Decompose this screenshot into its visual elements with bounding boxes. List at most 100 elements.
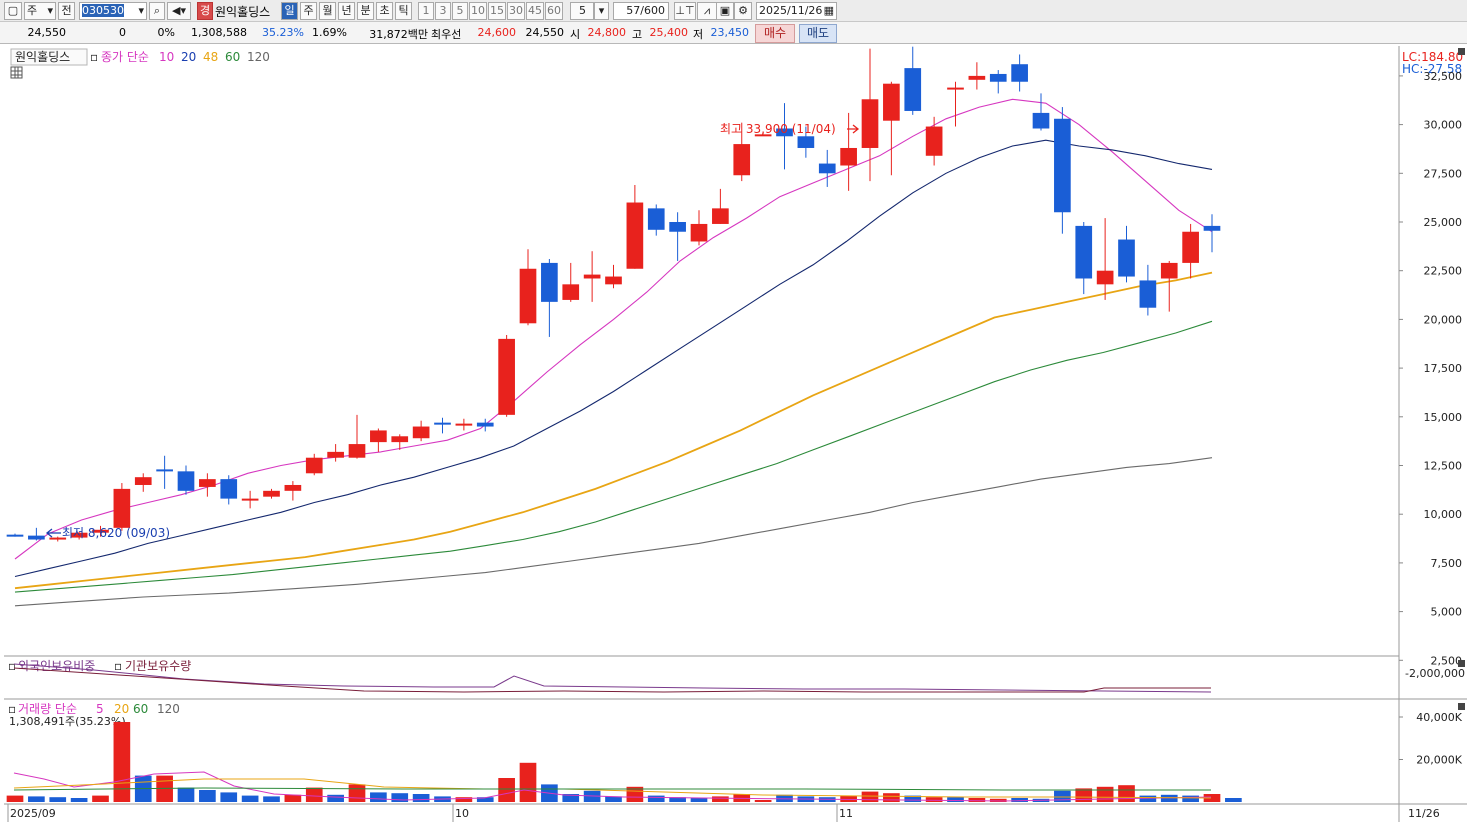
candle-icon[interactable]: ⊥⊤ bbox=[674, 2, 696, 20]
period-tab-3[interactable]: 년 bbox=[338, 2, 355, 20]
candle-body bbox=[305, 457, 323, 474]
candle-body bbox=[562, 284, 580, 300]
candle-body bbox=[156, 469, 173, 472]
stock-name[interactable]: 원익홀딩스 bbox=[215, 5, 271, 19]
stock-chart[interactable]: 원익홀딩스 ▫ 종가 단순 10 20 48 60 120 LC:184.80 … bbox=[4, 46, 1467, 822]
candle-body bbox=[669, 222, 686, 232]
volume-bar bbox=[1203, 794, 1221, 802]
price-tick-label: 32,500 bbox=[1424, 70, 1463, 83]
price-tick-label: 22,500 bbox=[1424, 265, 1463, 278]
volume-legend-prefix[interactable]: 거래량 단순 bbox=[18, 702, 77, 716]
volume-bar bbox=[1225, 798, 1242, 802]
period-tab-4[interactable]: 분 bbox=[357, 2, 374, 20]
minute-step-15[interactable]: 15 bbox=[488, 2, 506, 20]
volume-bar bbox=[177, 787, 195, 802]
open-value: 24,800 bbox=[587, 26, 627, 39]
candle-body bbox=[626, 202, 644, 269]
period-tab-0[interactable]: 일 bbox=[281, 2, 298, 20]
candle-body bbox=[476, 422, 494, 427]
candle-body bbox=[370, 430, 387, 443]
candle-body bbox=[605, 276, 622, 285]
minute-step-3[interactable]: 3 bbox=[435, 2, 451, 20]
all-button[interactable]: 전 bbox=[58, 2, 75, 20]
chart-background bbox=[4, 46, 1467, 822]
date-field[interactable]: 2025/11/26 ▦ bbox=[756, 2, 837, 20]
volume-legend-20[interactable]: 20 bbox=[114, 702, 129, 716]
volume-bar bbox=[476, 797, 494, 802]
volume-bar bbox=[284, 794, 302, 802]
price-tick-label: 12,500 bbox=[1424, 460, 1463, 473]
line-chart-icon[interactable]: ⩘ bbox=[697, 2, 717, 20]
open-label: 시 bbox=[570, 28, 581, 41]
panel-max-icon[interactable] bbox=[1458, 48, 1465, 55]
candle-body bbox=[49, 537, 67, 540]
minute-step-10[interactable]: 10 bbox=[469, 2, 487, 20]
minute-step-5[interactable]: 5 bbox=[452, 2, 468, 20]
buy-button[interactable]: 매수 bbox=[755, 24, 795, 43]
ma-legend-120[interactable]: 120 bbox=[247, 50, 270, 64]
volume-bar bbox=[70, 798, 88, 802]
volume-bar bbox=[455, 797, 473, 802]
low-value: 23,450 bbox=[710, 26, 750, 39]
ma-legend-48[interactable]: 48 bbox=[203, 50, 218, 64]
volume-panel-max-icon[interactable] bbox=[1458, 703, 1465, 710]
price-axis: 35,00032,50030,00027,50025,00022,50020,0… bbox=[1399, 70, 1463, 667]
turnover-value: 1.69% bbox=[312, 26, 347, 39]
sell-button[interactable]: 매도 bbox=[799, 24, 837, 43]
price-tick-label: 25,000 bbox=[1424, 216, 1463, 229]
count-field[interactable]: 57/600 bbox=[613, 2, 669, 20]
minute-step-1[interactable]: 1 bbox=[418, 2, 434, 20]
candle-body bbox=[348, 444, 366, 458]
price-tick-label: 27,500 bbox=[1424, 167, 1463, 180]
period-tab-6[interactable]: 틱 bbox=[395, 2, 412, 20]
volume-bar bbox=[1118, 785, 1135, 802]
minute-step-45[interactable]: 45 bbox=[526, 2, 544, 20]
grid-icon[interactable] bbox=[10, 66, 23, 79]
candle-body bbox=[861, 99, 879, 148]
volume-axis: 40,000K 20,000K bbox=[1399, 711, 1463, 767]
lc-label: LC:184.80 bbox=[1402, 50, 1463, 64]
ma-legend-10[interactable]: 10 bbox=[159, 50, 174, 64]
candle-body bbox=[733, 144, 751, 176]
minute-step-60[interactable]: 60 bbox=[545, 2, 563, 20]
calendar-icon: ▦ bbox=[823, 4, 834, 17]
step-select[interactable]: 5 bbox=[570, 2, 594, 20]
stock-tag-box[interactable] bbox=[10, 48, 88, 66]
layout-icon[interactable]: ▢ bbox=[4, 2, 22, 20]
ma-legend-prefix[interactable]: 종가 단순 bbox=[101, 50, 149, 64]
x-label-sep: 2025/09 bbox=[10, 807, 56, 820]
period-tab-2[interactable]: 월 bbox=[319, 2, 336, 20]
amount-value: 31,872백만 bbox=[369, 28, 428, 41]
candle-body bbox=[263, 490, 280, 497]
volume-bar bbox=[348, 784, 366, 802]
volume-legend-5[interactable]: 5 bbox=[96, 702, 104, 716]
chevron-down-icon[interactable]: ▾ bbox=[594, 2, 609, 20]
speaker-icon[interactable]: ◀▾ bbox=[167, 2, 191, 20]
candle-body bbox=[1118, 239, 1135, 277]
volume-ratio: 35.23% bbox=[262, 26, 304, 39]
gear-icon[interactable]: ⚙ bbox=[734, 2, 752, 20]
volume-bar bbox=[241, 795, 259, 802]
volume-bar bbox=[1182, 795, 1199, 802]
candle-body bbox=[840, 147, 857, 166]
minute-step-30[interactable]: 30 bbox=[507, 2, 525, 20]
volume-legend-60[interactable]: 60 bbox=[133, 702, 148, 716]
volume-bar bbox=[49, 797, 67, 802]
price-tick-label: 15,000 bbox=[1424, 411, 1463, 424]
save-icon[interactable]: ▣ bbox=[716, 2, 734, 20]
volume-legend-120[interactable]: 120 bbox=[157, 702, 180, 716]
ma-legend-20[interactable]: 20 bbox=[181, 50, 196, 64]
ma-legend-60[interactable]: 60 bbox=[225, 50, 240, 64]
volume-value: 1,308,588 bbox=[191, 26, 247, 39]
candle-body bbox=[1096, 270, 1114, 285]
period-tab-1[interactable]: 주 bbox=[300, 2, 317, 20]
candles bbox=[6, 46, 1221, 542]
period-tab-5[interactable]: 초 bbox=[376, 2, 393, 20]
volume-tick-label: 40,000K bbox=[1416, 711, 1462, 724]
search-icon[interactable]: ⌕ bbox=[149, 2, 165, 20]
investor-legend-2[interactable]: 기관보유수량 bbox=[125, 659, 191, 673]
type-select[interactable]: 주 ▾ bbox=[24, 2, 56, 20]
stock-code-input[interactable]: 030530 ▾ bbox=[79, 2, 147, 20]
investor-panel-max-icon[interactable] bbox=[1458, 660, 1465, 667]
